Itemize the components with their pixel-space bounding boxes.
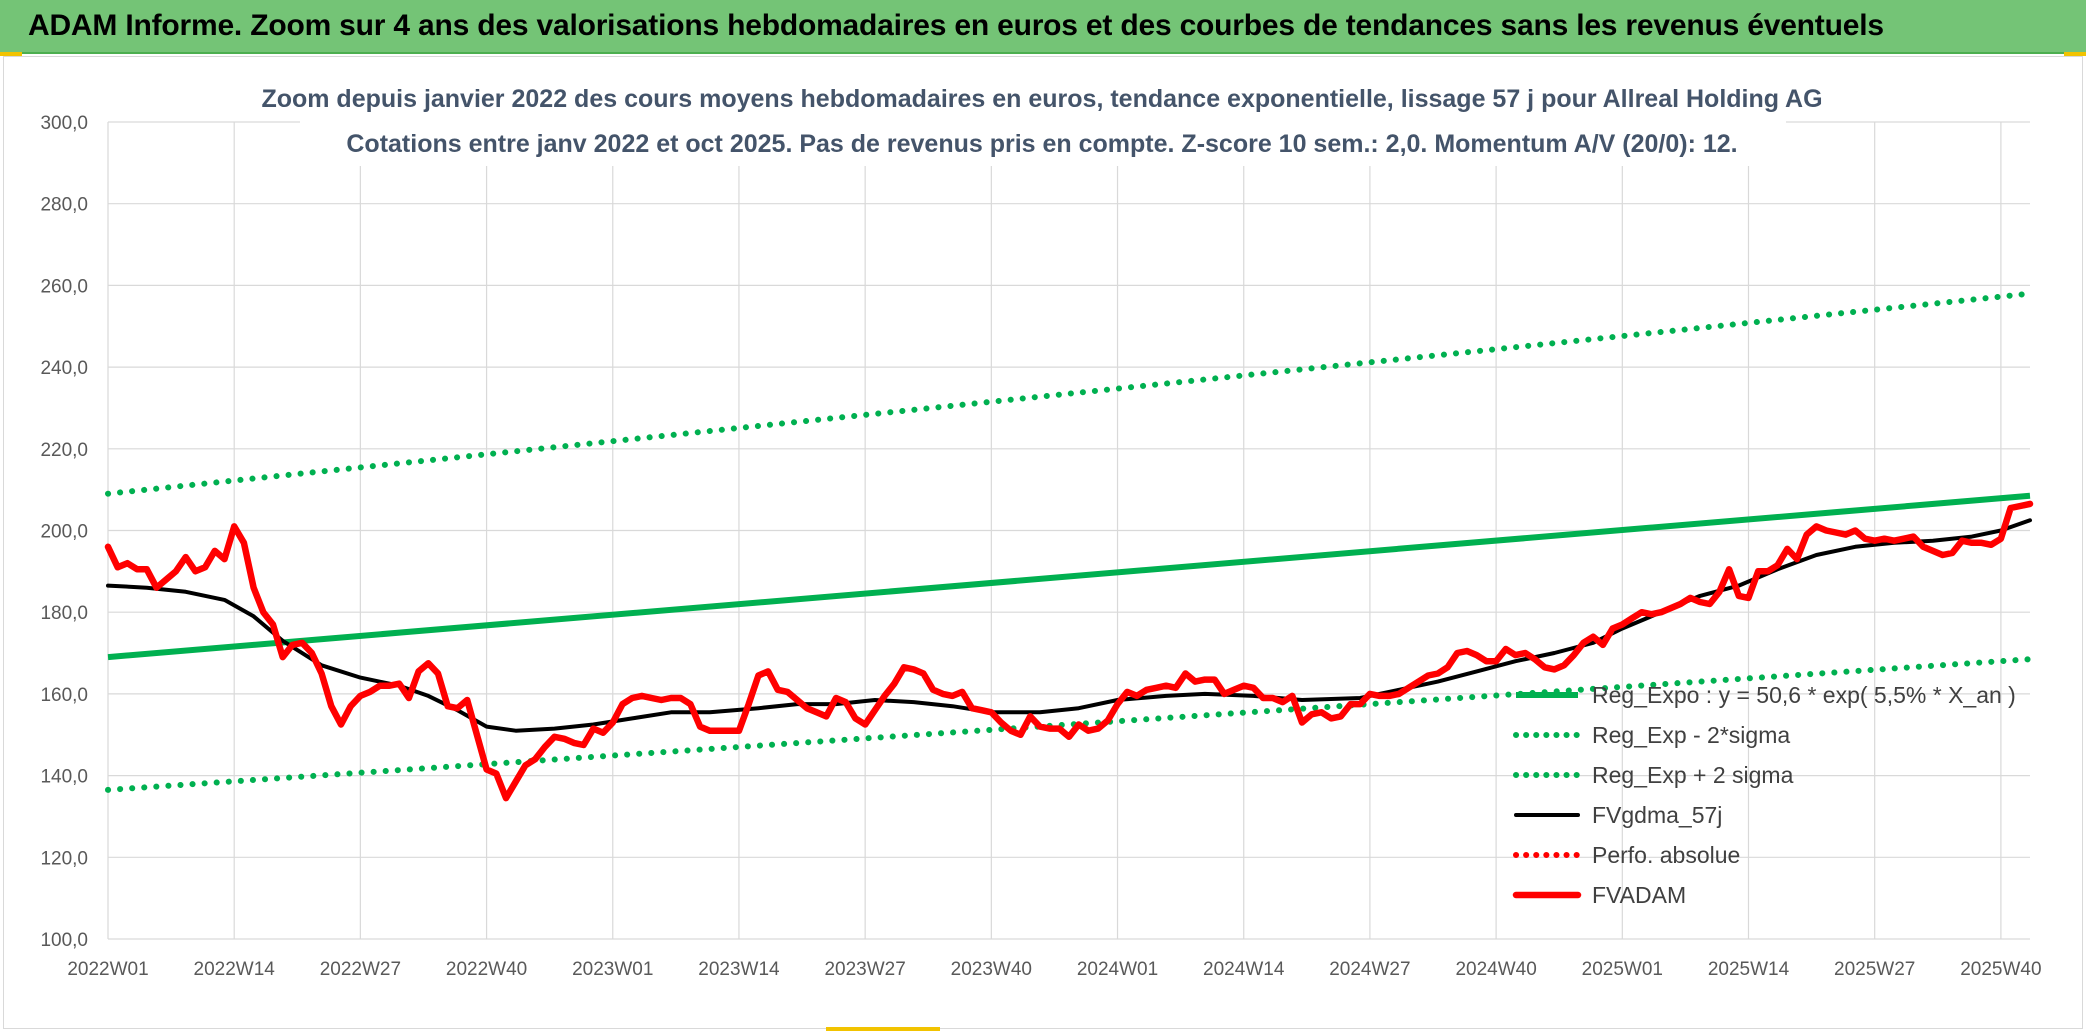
series-layer bbox=[104, 290, 2034, 802]
legend-label: Reg_Expo : y = 50,6 * exp( 5,5% * X_an ) bbox=[1592, 682, 2016, 708]
x-axis: 2022W01 2022W14 2022W27 2022W40 2023W01 2023W… bbox=[67, 959, 2041, 980]
title-backdrop bbox=[300, 78, 1786, 166]
series-line-2 bbox=[105, 290, 2033, 497]
bottom-accent bbox=[826, 1027, 940, 1031]
x-tick-label: 2025W14 bbox=[1708, 959, 1790, 980]
x-tick-label: 2024W01 bbox=[1077, 959, 1158, 980]
x-tick-label: 2023W14 bbox=[698, 959, 780, 980]
series-line-5 bbox=[104, 500, 2034, 802]
y-tick-label: 120,0 bbox=[40, 848, 88, 869]
y-tick-label: 220,0 bbox=[40, 440, 88, 461]
legend-label: Reg_Exp - 2*sigma bbox=[1592, 722, 1790, 748]
y-axis: 100,0 120,0 140,0 160,0 180,0 200,0 220,0 240,0… bbox=[40, 113, 88, 951]
x-tick-label: 2024W14 bbox=[1203, 959, 1285, 980]
x-tick-label: 2022W40 bbox=[446, 959, 527, 980]
x-tick-label: 2023W01 bbox=[572, 959, 653, 980]
x-tick-label: 2023W27 bbox=[824, 959, 905, 980]
x-tick-label: 2023W40 bbox=[951, 959, 1032, 980]
grid bbox=[107, 78, 2030, 940]
banner-accent-left bbox=[0, 52, 22, 56]
chart-title-line-1: Zoom depuis janvier 2022 des cours moyen… bbox=[261, 85, 1822, 113]
x-tick-label: 2022W01 bbox=[67, 959, 148, 980]
x-tick-label: 2024W27 bbox=[1329, 959, 1410, 980]
y-tick-label: 280,0 bbox=[40, 195, 88, 216]
x-tick-label: 2022W27 bbox=[320, 959, 401, 980]
x-tick-label: 2025W27 bbox=[1834, 959, 1915, 980]
x-tick-label: 2024W40 bbox=[1455, 959, 1536, 980]
y-tick-label: 200,0 bbox=[40, 522, 88, 543]
y-tick-label: 260,0 bbox=[40, 276, 88, 297]
banner-accent-right bbox=[2064, 52, 2086, 56]
y-tick-label: 140,0 bbox=[40, 767, 88, 788]
y-tick-label: 240,0 bbox=[40, 358, 88, 379]
legend-label: Perfo. absolue bbox=[1592, 842, 1740, 868]
legend-label: FVADAM bbox=[1592, 882, 1686, 908]
report-banner: ADAM Informe. Zoom sur 4 ans des valoris… bbox=[0, 0, 2086, 56]
chart-title-line-2: Cotations entre janv 2022 et oct 2025. P… bbox=[346, 130, 1737, 158]
x-tick-label: 2025W01 bbox=[1582, 959, 1663, 980]
chart-frame bbox=[3, 56, 2083, 1029]
legend-label: Reg_Exp + 2 sigma bbox=[1592, 762, 1794, 788]
legend-label: FVgdma_57j bbox=[1592, 802, 1722, 828]
report-title: ADAM Informe. Zoom sur 4 ans des valoris… bbox=[28, 9, 1884, 42]
y-tick-label: 300,0 bbox=[40, 113, 88, 134]
y-tick-label: 160,0 bbox=[40, 685, 88, 706]
legend: Reg_Expo : y = 50,6 * exp( 5,5% * X_an )… bbox=[1512, 682, 2016, 908]
y-tick-label: 180,0 bbox=[40, 603, 88, 624]
y-tick-label: 100,0 bbox=[40, 930, 88, 951]
x-tick-label: 2022W14 bbox=[194, 959, 276, 980]
series-line-0 bbox=[107, 492, 2031, 661]
x-tick-label: 2025W40 bbox=[1960, 959, 2041, 980]
